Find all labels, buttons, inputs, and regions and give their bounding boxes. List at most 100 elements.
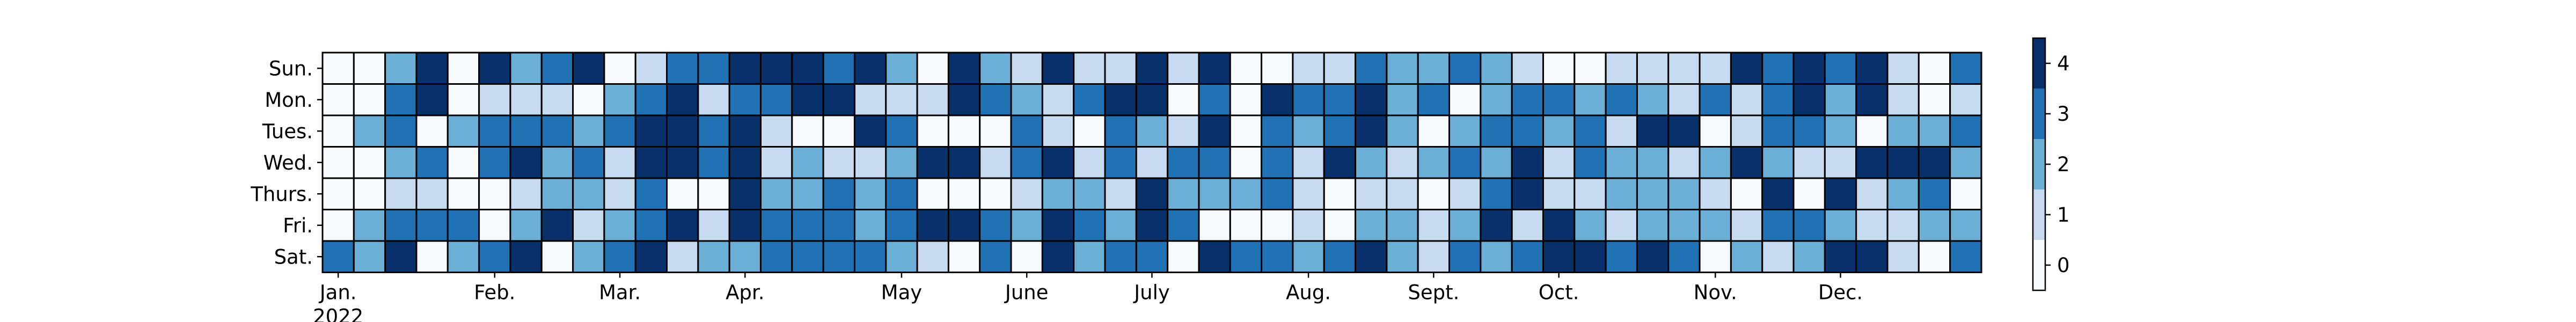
heatmap-cell <box>384 52 418 85</box>
heatmap-cell <box>1104 83 1137 116</box>
heatmap-cell <box>1918 240 1951 273</box>
heatmap-cell <box>1542 83 1576 116</box>
colorbar-segment <box>2033 38 2045 89</box>
heatmap-cell <box>728 114 762 148</box>
heatmap-cell <box>1167 83 1200 116</box>
heatmap-cell <box>759 83 793 116</box>
heatmap-cell <box>1386 52 1419 85</box>
heatmap-cell <box>1261 146 1294 179</box>
colorbar-segment <box>2033 139 2045 189</box>
heatmap-cell <box>1041 209 1075 242</box>
heatmap-cell <box>1104 177 1137 210</box>
heatmap-cell <box>1667 83 1701 116</box>
heatmap-cell <box>1292 177 1325 210</box>
heatmap-cell <box>1448 114 1482 148</box>
heatmap-cell <box>1167 52 1200 85</box>
heatmap-cell <box>1323 146 1357 179</box>
heatmap-cell <box>1073 146 1106 179</box>
heatmap-cell <box>1886 83 1920 116</box>
heatmap-cell <box>509 240 543 273</box>
heatmap-cell <box>1542 114 1576 148</box>
heatmap-cell <box>728 177 762 210</box>
heatmap-cell <box>634 240 668 273</box>
heatmap-cell <box>1355 146 1388 179</box>
weekday-labels: Sun. Mon. Tues. Wed. Thurs. Fri. Sat. <box>250 57 313 268</box>
heatmap-cell <box>572 52 605 85</box>
heatmap-cell <box>1824 52 1857 85</box>
heatmap-cell <box>540 83 574 116</box>
heatmap-cell <box>1292 209 1325 242</box>
heatmap-cell <box>853 209 887 242</box>
heatmap-cell <box>572 177 605 210</box>
heatmap-cell <box>1167 146 1200 179</box>
heatmap-cell <box>1511 52 1544 85</box>
heatmap-cell <box>603 209 636 242</box>
heatmap-cell <box>1198 146 1231 179</box>
heatmap-cell <box>1323 52 1357 85</box>
heatmap-cell <box>1480 114 1513 148</box>
heatmap-cell <box>1949 52 1982 85</box>
heatmap-cell <box>1886 240 1920 273</box>
heatmap-cell <box>415 83 449 116</box>
heatmap-cell <box>1792 146 1826 179</box>
heatmap-cell <box>1699 209 1732 242</box>
month-label: Aug. <box>1286 281 1331 304</box>
heatmap-cell <box>1918 146 1951 179</box>
heatmap-cell <box>1448 209 1482 242</box>
heatmap-cell <box>1730 114 1763 148</box>
colorbar-tick-label: 1 <box>2057 203 2070 226</box>
heatmap-cell <box>1448 177 1482 210</box>
heatmap-cell <box>1417 177 1451 210</box>
heatmap-cell <box>1667 240 1701 273</box>
heatmap-cell <box>697 209 730 242</box>
heatmap-cell <box>1918 83 1951 116</box>
heatmap-cell <box>885 52 918 85</box>
heatmap-cell <box>1104 114 1137 148</box>
heatmap-cell <box>1480 83 1513 116</box>
colorbar-tick-label: 2 <box>2057 153 2070 176</box>
heatmap-cell <box>1574 83 1607 116</box>
heatmap-cell <box>572 146 605 179</box>
heatmap-cell <box>697 83 730 116</box>
heatmap-cell <box>540 114 574 148</box>
heatmap-cell <box>447 209 480 242</box>
heatmap-cell <box>916 240 949 273</box>
heatmap-cell <box>853 240 887 273</box>
heatmap-cell <box>1261 240 1294 273</box>
heatmap-cell <box>321 114 355 148</box>
heatmap-cell <box>1104 240 1137 273</box>
heatmap-cell <box>1480 240 1513 273</box>
heatmap-cell <box>916 83 949 116</box>
heatmap-cell <box>1636 146 1670 179</box>
heatmap-cell <box>728 209 762 242</box>
heatmap-cell <box>1636 52 1670 85</box>
heatmap-cell <box>1699 52 1732 85</box>
month-label: Jan. <box>319 281 357 304</box>
heatmap-cell <box>540 52 574 85</box>
heatmap-cell <box>321 209 355 242</box>
heatmap-cell <box>1135 114 1169 148</box>
heatmap-cell <box>1198 209 1231 242</box>
x-ticks <box>337 272 1841 278</box>
heatmap-cell <box>1574 146 1607 179</box>
heatmap-cell <box>822 209 855 242</box>
weekday-label: Sat. <box>274 245 313 268</box>
heatmap-cell <box>947 146 981 179</box>
heatmap-cell <box>415 177 449 210</box>
month-labels: Jan. Feb. Mar. Apr. May June July Aug. Sept. Oct.… <box>319 281 1863 304</box>
heatmap-cell <box>728 83 762 116</box>
heatmap-cell <box>478 146 511 179</box>
heatmap-cell <box>1792 177 1826 210</box>
month-label: Nov. <box>1694 281 1737 304</box>
heatmap-cell <box>1480 177 1513 210</box>
heatmap-cell <box>1824 177 1857 210</box>
heatmap-cell <box>384 114 418 148</box>
heatmap-cell <box>353 240 386 273</box>
heatmap-cell <box>1386 83 1419 116</box>
heatmap-cell <box>666 209 699 242</box>
heatmap-cell <box>979 146 1012 179</box>
heatmap-cell <box>1886 209 1920 242</box>
heatmap-cell <box>1667 209 1701 242</box>
heatmap-cell <box>1761 240 1795 273</box>
